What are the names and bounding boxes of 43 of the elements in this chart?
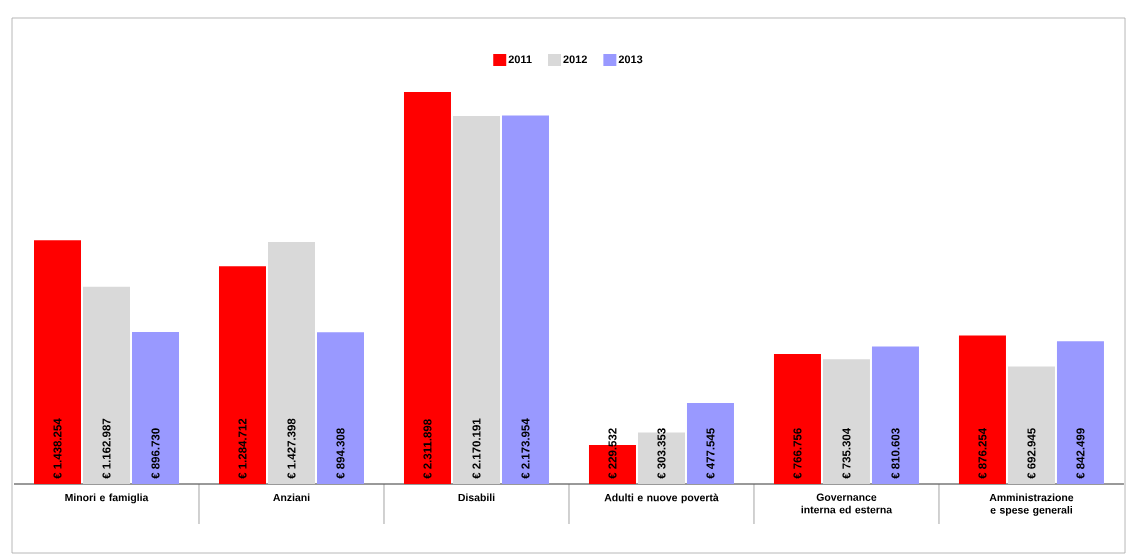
bar xyxy=(34,240,81,484)
bar xyxy=(267,241,315,484)
x-tick-label: Anziani xyxy=(273,493,310,502)
bar xyxy=(1007,366,1055,484)
data-label: € 2.173.954 xyxy=(521,418,530,479)
bar xyxy=(773,353,821,484)
bar xyxy=(452,116,500,484)
bar xyxy=(403,91,451,484)
data-label: € 477.545 xyxy=(706,428,715,479)
bar xyxy=(501,115,549,484)
bar xyxy=(317,332,364,484)
x-tick-label: Governance interna ed esterna xyxy=(801,493,893,514)
legend-label: 2013 xyxy=(618,55,643,64)
data-label: € 896.730 xyxy=(151,428,160,479)
x-tick-label: Adulti e nuove povertà xyxy=(604,493,719,504)
data-label: € 766.756 xyxy=(793,428,802,479)
bar xyxy=(1056,341,1104,484)
data-label: € 229.532 xyxy=(608,428,617,479)
legend-label: 2012 xyxy=(563,55,587,64)
data-label: € 1.427.398 xyxy=(287,418,296,479)
bar xyxy=(822,359,870,484)
data-label: € 876.254 xyxy=(978,427,987,479)
data-label: € 303.353 xyxy=(657,428,666,479)
data-label: € 810.603 xyxy=(891,428,900,479)
data-label: € 1.284.712 xyxy=(238,418,247,479)
bar xyxy=(218,266,266,484)
data-label: € 894.308 xyxy=(336,428,345,479)
bar xyxy=(871,346,919,484)
bar xyxy=(958,335,1006,484)
x-tick-label: Disabili xyxy=(458,493,495,502)
data-label: € 1.438.254 xyxy=(53,418,62,479)
bar xyxy=(83,286,130,484)
x-tick-label: Minori e famiglia xyxy=(65,493,149,504)
data-label: € 2.170.191 xyxy=(472,418,481,479)
data-label: € 1.162.987 xyxy=(102,418,111,479)
data-label: € 2.311.898 xyxy=(423,419,432,479)
bar xyxy=(686,403,734,484)
data-label: € 692.945 xyxy=(1027,428,1036,479)
data-label: € 842.499 xyxy=(1076,428,1085,479)
legend-label: 2011 xyxy=(508,55,532,64)
bar xyxy=(132,331,179,484)
data-label: € 735.304 xyxy=(842,427,851,479)
x-tick-label: Amministrazione e spese generali xyxy=(989,493,1074,516)
